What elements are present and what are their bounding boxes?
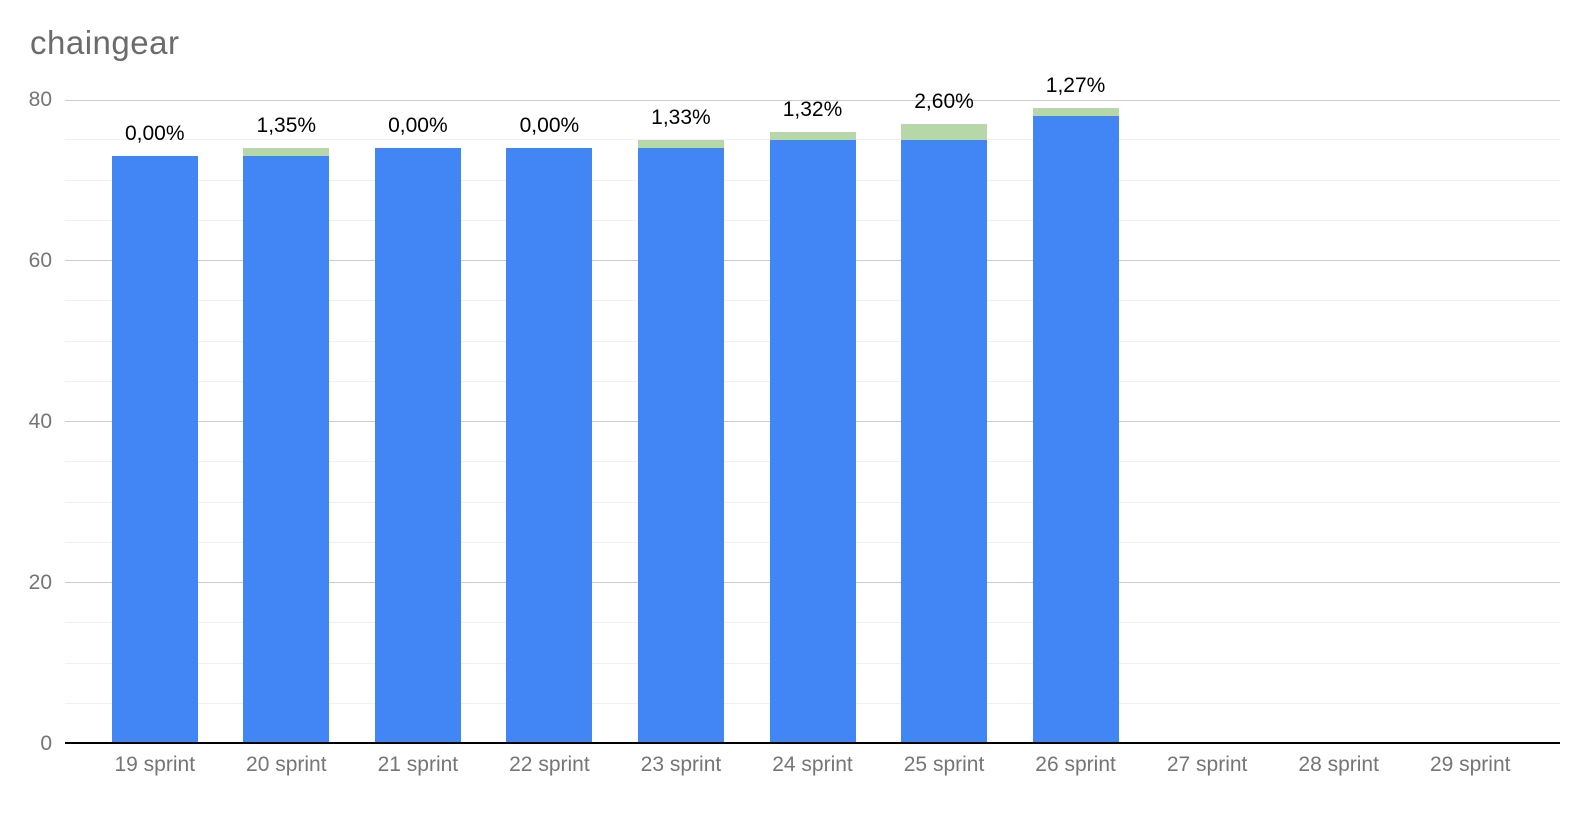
y-tick-label: 60 xyxy=(28,249,52,272)
bar-segment-series-1-26-sprint[interactable] xyxy=(1032,116,1119,744)
y-tick-label: 80 xyxy=(28,88,52,111)
bar-segment-series-2-24-sprint[interactable] xyxy=(769,132,856,141)
y-axis: 0 20 40 60 80 xyxy=(0,88,52,755)
bar-value-label: 1,35% xyxy=(256,114,317,138)
major-gridline xyxy=(65,100,1560,101)
x-tick-label: 27 sprint xyxy=(1166,753,1248,776)
x-tick-label: 22 sprint xyxy=(509,753,590,776)
bar-value-label: 0,00% xyxy=(519,114,580,138)
bar-segment-series-2-20-sprint[interactable] xyxy=(243,148,330,157)
bar-value-label: 1,33% xyxy=(651,106,711,130)
bar-segment-series-2-23-sprint[interactable] xyxy=(637,140,724,149)
bar-segment-series-1-20-sprint[interactable] xyxy=(243,156,330,744)
bar-value-label: 1,27% xyxy=(1045,74,1106,98)
x-tick-label: 24 sprint xyxy=(772,753,853,776)
x-tick-label: 28 sprint xyxy=(1298,753,1379,776)
x-tick-label: 23 sprint xyxy=(640,753,722,776)
bar-segment-series-2-25-sprint[interactable] xyxy=(901,124,988,141)
x-tick-label: 29 sprint xyxy=(1429,753,1511,776)
bar-value-label: 0,00% xyxy=(388,114,448,138)
bar-segment-series-1-22-sprint[interactable] xyxy=(506,148,593,744)
bar-segment-series-1-23-sprint[interactable] xyxy=(637,148,724,744)
bar-value-label: 1,32% xyxy=(782,98,843,122)
x-tick-label: 26 sprint xyxy=(1035,753,1116,776)
bar-segment-series-1-24-sprint[interactable] xyxy=(769,140,856,744)
plot-area: 0,00% 1,35% 0,00% 0,00% 1,33% 1,32% 2,60% 1,27% xyxy=(65,74,1560,744)
bar-value-label: 2,60% xyxy=(914,90,974,114)
y-tick-label: 20 xyxy=(28,571,52,594)
x-axis: 19 sprint 20 sprint 21 sprint 22 sprint 23 s… xyxy=(65,753,1560,793)
bar-segment-series-1-25-sprint[interactable] xyxy=(901,140,988,744)
x-tick-label: 20 sprint xyxy=(246,753,327,776)
bar-segment-series-1-19-sprint[interactable] xyxy=(111,156,198,744)
x-axis-line xyxy=(65,742,1560,744)
x-tick-label: 19 sprint xyxy=(114,753,196,776)
bar-value-label: 0,00% xyxy=(124,122,185,146)
y-tick-label: 0 xyxy=(40,732,52,755)
x-tick-label: 25 sprint xyxy=(903,753,985,776)
chart-title: chaingear xyxy=(30,24,180,61)
bar-segment-series-2-26-sprint[interactable] xyxy=(1032,108,1119,117)
y-tick-label: 40 xyxy=(28,410,52,433)
bar-segment-series-1-21-sprint[interactable] xyxy=(374,148,461,744)
x-tick-label: 21 sprint xyxy=(377,753,459,776)
